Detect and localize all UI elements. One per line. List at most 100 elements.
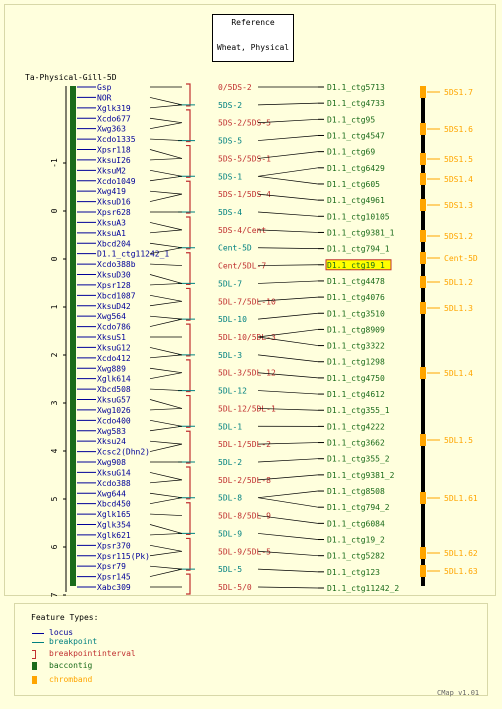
baccontig-bar[interactable]	[70, 86, 76, 586]
interval-label[interactable]: Cent/5DL-7	[218, 262, 266, 271]
locus-label[interactable]: Xcdo1335	[97, 135, 136, 144]
interval-label[interactable]: 5DL-5/0	[218, 583, 252, 592]
chromband-block[interactable]	[420, 492, 426, 504]
breakpoint-label[interactable]: 5DL-10	[218, 315, 247, 324]
interval-label[interactable]: 5DS-1/5DS-4	[218, 190, 271, 199]
locus-label[interactable]: Xwg564	[97, 312, 126, 321]
contig-label[interactable]: D1.1_ctg6429	[327, 164, 385, 173]
breakpoint-label[interactable]: 5DS-2	[218, 101, 242, 110]
contig-label[interactable]: D1.1_ctg8508	[327, 487, 385, 496]
locus-label[interactable]: Xglk165	[97, 510, 131, 519]
interval-label[interactable]: 5DL-9/5DL-5	[218, 547, 271, 556]
locus-label[interactable]: Xwg1026	[97, 406, 131, 415]
contig-label[interactable]: D1.1_ctg4076	[327, 293, 385, 302]
locus-label[interactable]: Xwg419	[97, 187, 126, 196]
locus-label[interactable]: Xglk614	[97, 375, 131, 384]
chromband-block[interactable]	[420, 547, 426, 559]
contig-label[interactable]: D1.1_ctg794_1	[327, 245, 390, 254]
breakpoint-label[interactable]: 5DL-12	[218, 387, 247, 396]
locus-label[interactable]: XksuG14	[97, 468, 131, 477]
interval-label[interactable]: 5DL-10/5DL-3	[218, 333, 276, 342]
contig-label[interactable]: D1.1_ctg95	[327, 115, 375, 124]
breakpoint-label[interactable]: 5DS-4	[218, 208, 242, 217]
locus-label[interactable]: Xpsr115(Pk)	[97, 552, 150, 561]
locus-label[interactable]: Gsp	[97, 83, 112, 92]
locus-label[interactable]: XksuM2	[97, 166, 126, 175]
contig-label[interactable]: D1.1_ctg19_1	[327, 261, 385, 270]
contig-label[interactable]: D1.1_ctg4961	[327, 196, 385, 205]
locus-label[interactable]: Xpsr370	[97, 541, 131, 550]
chromband-label[interactable]: 5DS1.3	[444, 201, 473, 210]
chromband-label[interactable]: 5DL1.4	[444, 369, 473, 378]
chromband-label[interactable]: 5DL1.61	[444, 494, 478, 503]
breakpoint-label[interactable]: 5DS-5	[218, 137, 242, 146]
contig-label[interactable]: D1.1_ctg69	[327, 148, 375, 157]
locus-label[interactable]: Xbcd450	[97, 500, 131, 509]
breakpoint-label[interactable]: 5DS-1	[218, 172, 242, 181]
locus-label[interactable]: Xwg363	[97, 125, 126, 134]
contig-label[interactable]: D1.1_ctg4478	[327, 277, 385, 286]
contig-label[interactable]: D1.1_ctg9381_2	[327, 471, 395, 480]
interval-label[interactable]: 5DL-1/5DL-2	[218, 440, 271, 449]
locus-label[interactable]: Xbcd1087	[97, 291, 136, 300]
locus-label[interactable]: XksuD42	[97, 302, 131, 311]
chromband-label[interactable]: 5DS1.7	[444, 88, 473, 97]
locus-label[interactable]: Xglk319	[97, 104, 131, 113]
locus-label[interactable]: Xcsc2(Dhn2)	[97, 448, 150, 457]
locus-label[interactable]: Xcdo412	[97, 354, 131, 363]
contig-label[interactable]: D1.1_ctg794_2	[327, 503, 390, 512]
locus-label[interactable]: XksuS1	[97, 333, 126, 342]
reference-map-set[interactable]: Wheat, Physical	[216, 43, 290, 52]
contig-label[interactable]: D1.1_ctg4733	[327, 99, 385, 108]
locus-label[interactable]: Xcdo1049	[97, 177, 136, 186]
interval-label[interactable]: 5DS-2/5DS-5	[218, 119, 271, 128]
locus-label[interactable]: XksuD16	[97, 198, 131, 207]
locus-label[interactable]: Xpsr79	[97, 562, 126, 571]
chromband-block[interactable]	[420, 173, 426, 185]
interval-label[interactable]: 5DL-8/5DL-9	[218, 512, 271, 521]
interval-label[interactable]: 5DL-12/5DL-1	[218, 404, 276, 413]
contig-label[interactable]: D1.1_ctg10105	[327, 212, 390, 221]
breakpoint-label[interactable]: 5DL-3	[218, 351, 242, 360]
locus-label[interactable]: Xabc309	[97, 583, 131, 592]
chromband-label[interactable]: 5DS1.6	[444, 125, 473, 134]
locus-label[interactable]: Xcdo388	[97, 479, 131, 488]
locus-label[interactable]: XksuG12	[97, 343, 131, 352]
chromband-block[interactable]	[420, 252, 426, 264]
contig-label[interactable]: D1.1_ctg9381_1	[327, 228, 395, 237]
chromband-block[interactable]	[420, 276, 426, 288]
contig-label[interactable]: D1.1_ctg605	[327, 180, 380, 189]
locus-label[interactable]: Xpsr628	[97, 208, 131, 217]
contig-label[interactable]: D1.1_ctg4222	[327, 422, 385, 431]
chromband-label[interactable]: Cent-5D	[444, 254, 478, 263]
breakpoint-label[interactable]: 5DL-5	[218, 565, 242, 574]
chromband-block[interactable]	[420, 367, 426, 379]
chromband-label[interactable]: 5DS1.2	[444, 232, 473, 241]
contig-label[interactable]: D1.1_ctg11242_2	[327, 584, 399, 593]
locus-label[interactable]: Xcdo786	[97, 323, 131, 332]
locus-label[interactable]: Xwg583	[97, 427, 126, 436]
contig-label[interactable]: D1.1_ctg123	[327, 568, 380, 577]
locus-label[interactable]: XksuA3	[97, 218, 126, 227]
locus-label[interactable]: Xpsr145	[97, 573, 131, 582]
chromband-block[interactable]	[420, 123, 426, 135]
breakpoint-label[interactable]: 5DL-8	[218, 494, 242, 503]
locus-label[interactable]: Xcdo400	[97, 416, 131, 425]
chromband-block[interactable]	[420, 86, 426, 98]
contig-label[interactable]: D1.1_ctg355_2	[327, 455, 390, 464]
breakpoint-label[interactable]: 5DL-9	[218, 529, 242, 538]
contig-label[interactable]: D1.1_ctg6084	[327, 519, 385, 528]
locus-label[interactable]: XksuA1	[97, 229, 126, 238]
interval-label[interactable]: 5DL-7/5DL-10	[218, 297, 276, 306]
locus-label[interactable]: Xwg889	[97, 364, 126, 373]
contig-label[interactable]: D1.1_ctg19_2	[327, 536, 385, 545]
chromband-block[interactable]	[420, 565, 426, 577]
locus-label[interactable]: Xglk354	[97, 521, 131, 530]
chromband-label[interactable]: 5DL1.62	[444, 549, 478, 558]
locus-label[interactable]: XksuG57	[97, 396, 131, 405]
chromband-label[interactable]: 5DS1.5	[444, 155, 473, 164]
interval-label[interactable]: 0/5DS-2	[218, 83, 252, 92]
breakpoint-label[interactable]: 5DL-2	[218, 458, 242, 467]
chromband-block[interactable]	[420, 153, 426, 165]
chromband-label[interactable]: 5DL1.3	[444, 304, 473, 313]
